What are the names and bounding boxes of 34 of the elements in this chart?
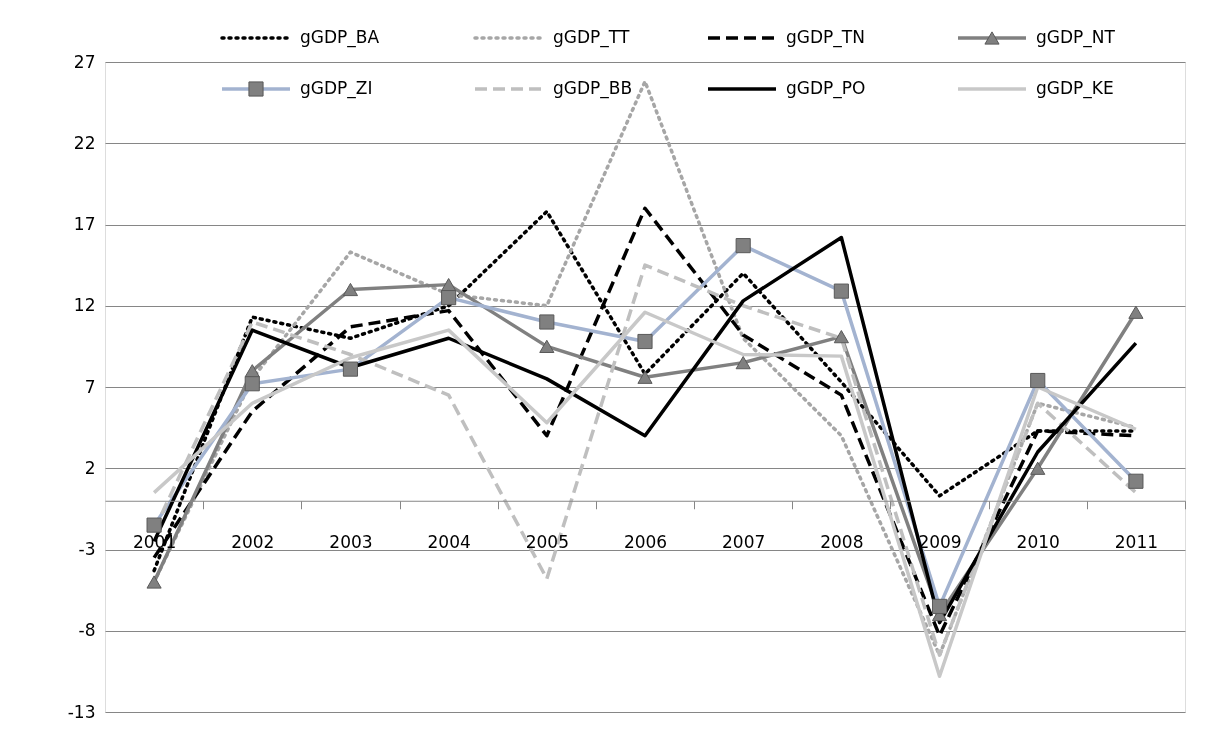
point [637,370,653,384]
x-tick-label: 2005 [525,532,569,553]
point [539,339,555,353]
x-tick-label: 2006 [623,532,668,553]
x-tick-label: 2011 [1114,532,1159,553]
point [1128,305,1144,319]
x-tick-label: 2003 [329,532,373,553]
legend-label: gGDP_KE [1036,78,1114,99]
legend-label: gGDP_NT [1036,27,1116,48]
x-tick-label: 2008 [820,532,864,553]
x-tick-label: 2010 [1016,532,1060,553]
legend-label: gGDP_TT [553,27,630,48]
point [1030,461,1046,475]
x-tick-label: 2004 [427,532,471,553]
y-tick-label: 7 [84,376,96,397]
legend-label: gGDP_TN [786,27,865,48]
legend-label: gGDP_ZI [300,78,373,99]
y-tick-label: -13 [67,701,96,722]
y-tick-label: 22 [73,132,96,153]
legend-label: gGDP_BA [300,27,380,48]
y-tick-label: 12 [73,295,96,316]
point [833,330,849,344]
point [146,575,162,589]
y-tick-label: 27 [73,51,96,72]
point [735,356,751,370]
y-tick-label: 2 [84,457,96,478]
y-tick-label: -8 [78,620,96,641]
x-tick-label: 2002 [231,532,275,553]
point [342,282,359,297]
legend-label: gGDP_BB [553,78,633,99]
y-tick-label: -3 [78,539,96,559]
y-tick-label: 17 [73,214,96,234]
x-tick-label: 2007 [722,532,766,553]
legend-label: gGDP_PO [786,78,866,99]
